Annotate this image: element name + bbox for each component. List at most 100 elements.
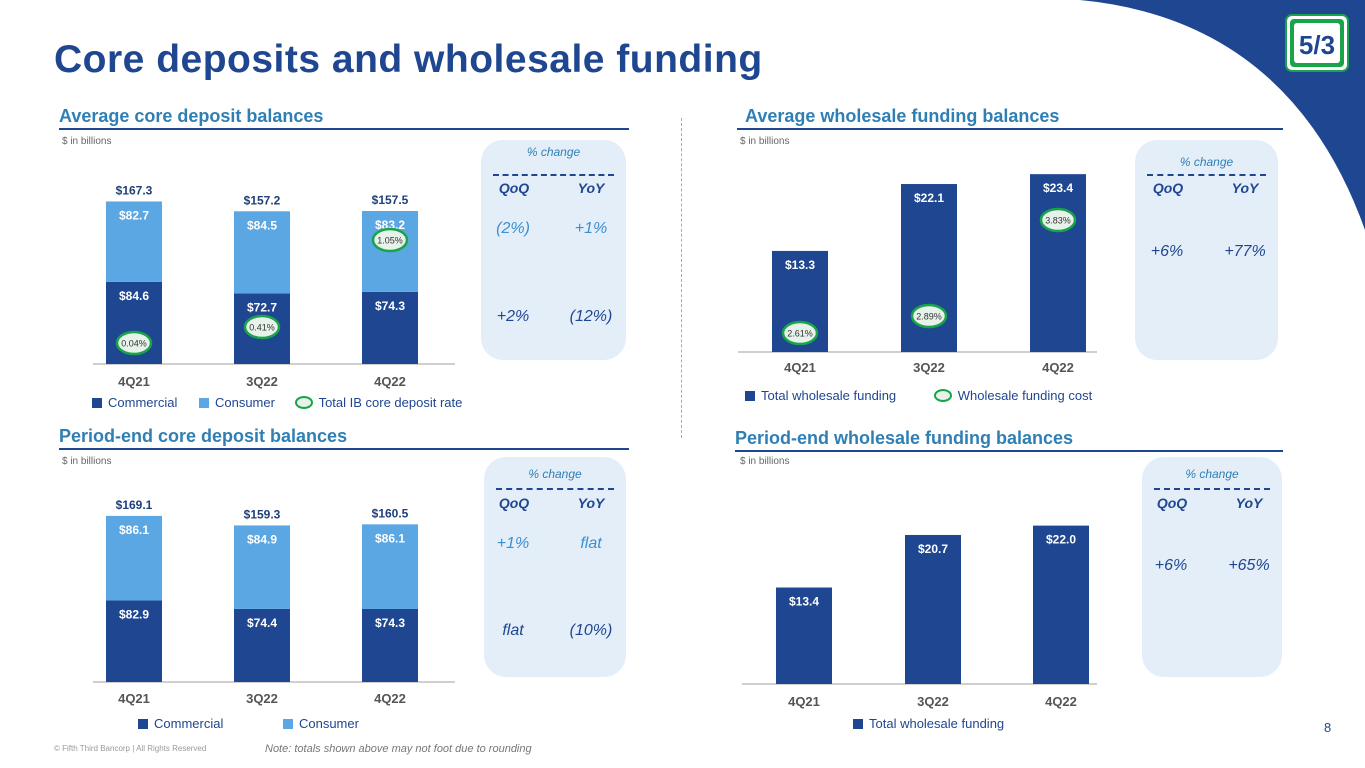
legend-commercial-swatch — [92, 397, 102, 408]
yoy-commercial: (10%) — [569, 622, 613, 639]
copyright-footer: © Fifth Third Bancorp | All Rights Reser… — [54, 744, 207, 753]
pe_wholesale-bar — [1033, 525, 1089, 684]
yoy-commercial: (12%) — [569, 308, 613, 325]
page-title: Core deposits and wholesale funding — [54, 38, 763, 81]
legend-commercial-label: Commercial — [108, 395, 178, 411]
legend-consumer-label: Consumer — [214, 395, 275, 411]
avg_wholesale-rate-circle — [910, 303, 948, 329]
qoq-total: +6% — [1154, 557, 1188, 574]
pe_core-bar-commercial — [234, 608, 290, 682]
pct-change-dash — [1154, 488, 1270, 490]
yoy-label: YoY — [1235, 495, 1263, 511]
yoy-total: +65% — [1228, 557, 1270, 574]
avg_core-rate-label: 0.04% — [121, 339, 147, 349]
pct-change-box-avg-wholesale: % change QoQ YoY +6% +77% — [1135, 140, 1278, 360]
legend-commercial-swatch — [138, 718, 148, 729]
avg_wholesale-bar-label: $22.1 — [914, 191, 944, 205]
pe_wholesale-tick-label: 3Q22 — [917, 694, 949, 709]
qoq-consumer: (2%) — [496, 220, 530, 237]
legend-pe-core: Commercial Consumer — [138, 715, 359, 731]
pe_core-bar-commercial — [362, 608, 418, 682]
avg_core-bar-consumer — [234, 211, 290, 294]
yoy-consumer: +1% — [574, 220, 608, 237]
pct-change-box-pe-wholesale: % change QoQ YoY +6% +65% — [1142, 457, 1282, 677]
pe_core-label-total: $159.3 — [244, 507, 281, 521]
page-number: 8 — [1324, 720, 1332, 735]
qoq-commercial: +2% — [496, 308, 530, 325]
yoy-label: YoY — [577, 180, 605, 196]
pe_core-tick-label: 3Q22 — [246, 691, 278, 706]
pe_core-tick-label: 4Q21 — [118, 691, 150, 706]
pe-wholesale-title: Period-end wholesale funding balances — [735, 428, 1074, 448]
avg_wholesale-bar-label: $13.3 — [785, 258, 815, 272]
pe-core-title: Period-end core deposit balances — [59, 426, 348, 446]
avg_core-tick-label: 4Q22 — [374, 374, 406, 389]
pct-change-dash — [1147, 174, 1266, 176]
pe-core-rule — [59, 448, 629, 450]
avg_core-label-total: $157.5 — [372, 193, 409, 207]
avg_core-rate-label: 0.41% — [249, 323, 275, 333]
pe_wholesale-bar — [776, 587, 832, 684]
vertical-divider — [681, 118, 682, 438]
yoy-total: +77% — [1224, 243, 1266, 260]
avg_core-tick-label: 3Q22 — [246, 374, 278, 389]
legend-consumer-label: Consumer — [298, 716, 359, 732]
avg_core-tick-label: 4Q21 — [118, 374, 150, 389]
legend-consumer-swatch — [198, 397, 209, 408]
pe_core-tick-label: 4Q22 — [374, 691, 406, 706]
pct-change-box-pe-core: % change QoQ YoY +1% flat flat (10%) — [484, 457, 626, 677]
legend-avg-core: Commercial Consumer Total IB core deposi… — [92, 394, 462, 410]
qoq-label: QoQ — [1152, 180, 1184, 196]
avg_core-bar-commercial — [362, 291, 418, 364]
qoq-label: QoQ — [498, 180, 530, 196]
avg_wholesale-rate-label: 3.83% — [1045, 216, 1071, 226]
avg_wholesale-rate-label: 2.61% — [787, 329, 813, 339]
pct-change-header: % change — [1185, 467, 1239, 481]
avg_wholesale-rate-circle — [1039, 207, 1077, 233]
pe_core-bar-consumer — [106, 515, 162, 601]
legend-rate-circle — [294, 396, 313, 410]
yoy-consumer: flat — [580, 535, 602, 552]
pe_wholesale-tick-label: 4Q22 — [1045, 694, 1077, 709]
pct-change-dash — [493, 174, 614, 176]
pe_core-bar-consumer — [234, 525, 290, 609]
qoq-label: QoQ — [498, 495, 530, 511]
qoq-consumer: +1% — [496, 535, 530, 552]
pe_core-label-commercial: $74.4 — [247, 616, 277, 630]
avg_core-rate-label: 1.05% — [377, 236, 403, 246]
pct-change-box-avg-core: % change QoQ YoY (2%) +1% +2% (12%) — [481, 140, 626, 360]
avg_wholesale-bar-label: $23.4 — [1043, 181, 1073, 195]
avg_core-label-consumer: $82.7 — [119, 208, 149, 222]
pe_core-label-consumer: $86.1 — [375, 531, 405, 545]
avg_wholesale-bar — [1030, 174, 1086, 352]
avg_core-label-total: $167.3 — [116, 183, 153, 197]
pe_core-label-consumer: $86.1 — [119, 523, 149, 537]
pe_wholesale-bar — [905, 534, 961, 684]
avg-core-title: Average core deposit balances — [59, 106, 324, 126]
avg_core-label-total: $157.2 — [244, 193, 281, 207]
avg_wholesale-rate-label: 2.89% — [916, 312, 942, 322]
legend-wholesale-label: Total wholesale funding — [761, 388, 897, 404]
avg_core-label-consumer: $84.5 — [247, 218, 277, 232]
pe_wholesale-bar-label: $13.4 — [789, 595, 819, 609]
avg-wholesale-unit: $ in billions — [740, 136, 790, 147]
pe_core-label-total: $160.5 — [372, 506, 409, 520]
qoq-total: +6% — [1150, 243, 1184, 260]
pe-wholesale-unit: $ in billions — [740, 456, 790, 467]
legend-consumer-swatch — [282, 718, 293, 729]
pe_core-label-total: $169.1 — [116, 498, 153, 512]
avg_core-label-commercial: $84.6 — [119, 289, 149, 303]
pe_wholesale-tick-label: 4Q21 — [788, 694, 820, 709]
avg_wholesale-tick-label: 4Q22 — [1042, 360, 1074, 375]
pct-change-dash — [496, 488, 614, 490]
legend-wholesale-swatch — [853, 718, 863, 729]
qoq-label: QoQ — [1156, 495, 1188, 511]
logo-text: 5/3 — [1299, 30, 1335, 60]
avg-wholesale-rule — [737, 128, 1283, 130]
legend-rate-label: Total IB core deposit rate — [318, 395, 463, 411]
qoq-commercial: flat — [502, 622, 524, 639]
pe_core-label-consumer: $84.9 — [247, 532, 277, 546]
rounding-note: Note: totals shown above may not foot du… — [265, 743, 532, 755]
avg_core-bar-consumer — [106, 201, 162, 282]
avg_wholesale-tick-label: 3Q22 — [913, 360, 945, 375]
